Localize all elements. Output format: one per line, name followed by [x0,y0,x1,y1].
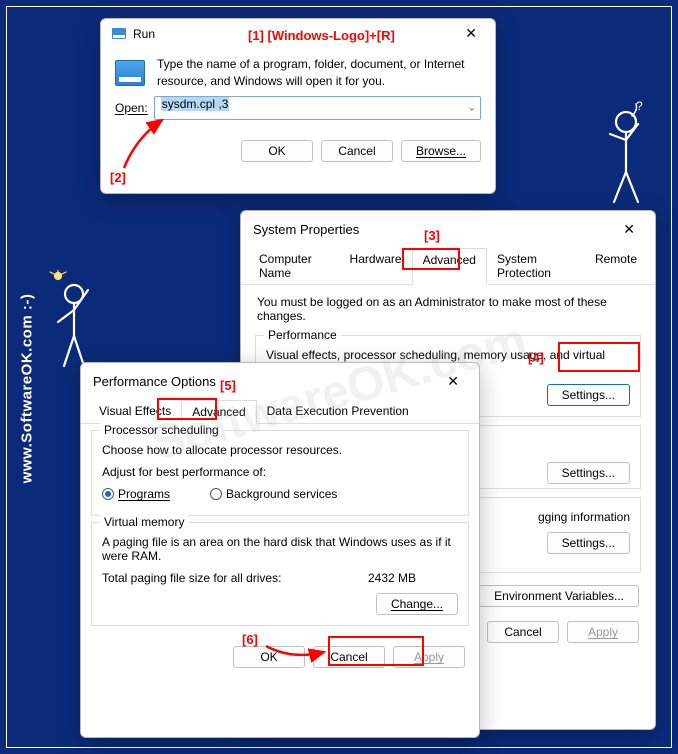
stick-figure-thinking: ? [596,100,656,220]
vm-total-label: Total paging file size for all drives: [102,571,368,585]
perf-tabs: Visual Effects Advanced Data Execution P… [81,400,479,424]
perf-apply-button[interactable]: Apply [393,646,465,668]
virtual-memory-text: A paging file is an area on the hard dis… [102,535,458,563]
processor-scheduling-title: Processor scheduling [100,423,223,437]
open-input-value: sysdm.cpl ,3 [161,97,230,111]
perf-titlebar: Performance Options ✕ [81,363,479,400]
processor-scheduling-group: Processor scheduling Choose how to alloc… [91,430,469,516]
vm-total-value: 2432 MB [368,571,458,585]
perf-cancel-button[interactable]: Cancel [313,646,385,668]
tab-dep[interactable]: Data Execution Prevention [257,400,419,423]
tab-system-protection[interactable]: System Protection [487,248,585,284]
chevron-down-icon[interactable]: ⌄ [468,102,476,113]
open-combobox[interactable]: sysdm.cpl ,3 ⌄ [154,96,481,120]
run-title: Run [133,27,457,41]
close-icon[interactable]: ✕ [615,221,643,238]
radio-background-services[interactable]: Background services [210,487,337,501]
close-icon[interactable]: ✕ [457,25,485,42]
close-icon[interactable]: ✕ [439,373,467,390]
perf-title: Performance Options [93,374,439,389]
sidebar-watermark: www.SoftwareOK.com :-) [18,294,35,484]
tab-advanced[interactable]: Advanced [181,400,256,424]
sysprops-note: You must be logged on as an Administrato… [241,285,655,327]
sysprops-apply-button[interactable]: Apply [567,621,639,643]
env-vars-button[interactable]: Environment Variables... [479,585,639,607]
radio-programs[interactable]: Programs [102,487,170,501]
tab-hardware[interactable]: Hardware [340,248,412,284]
performance-options-dialog: Performance Options ✕ Visual Effects Adv… [80,362,480,738]
startup-settings-button[interactable]: Settings... [547,532,630,554]
sysprops-title: System Properties [253,222,615,237]
sysprops-titlebar: System Properties ✕ [241,211,655,248]
perf-ok-button[interactable]: OK [233,646,305,668]
virtual-memory-group: Virtual memory A paging file is an area … [91,522,469,626]
browse-button[interactable]: Browse... [401,140,481,162]
run-icon [111,26,127,42]
open-label: Open: [115,101,148,115]
run-description: Type the name of a program, folder, docu… [157,56,481,90]
sysprops-tabs: Computer Name Hardware Advanced System P… [241,248,655,285]
tab-computer-name[interactable]: Computer Name [249,248,340,284]
userprofile-settings-button[interactable]: Settings... [547,462,630,484]
ok-button[interactable]: OK [241,140,313,162]
run-dialog: Run ✕ Type the name of a program, folder… [100,18,496,194]
tab-visual-effects[interactable]: Visual Effects [89,400,181,423]
tab-advanced[interactable]: Advanced [412,248,487,285]
virtual-memory-title: Virtual memory [100,515,188,529]
sysprops-cancel-button[interactable]: Cancel [487,621,559,643]
performance-group-title: Performance [264,328,341,342]
cancel-button[interactable]: Cancel [321,140,393,162]
processor-scheduling-text: Choose how to allocate processor resourc… [102,443,458,457]
tab-remote[interactable]: Remote [585,248,647,284]
adjust-label: Adjust for best performance of: [102,465,458,479]
run-big-icon [115,60,145,86]
run-titlebar: Run ✕ [101,19,495,48]
change-button[interactable]: Change... [376,593,458,615]
perf-settings-button[interactable]: Settings... [547,384,630,406]
